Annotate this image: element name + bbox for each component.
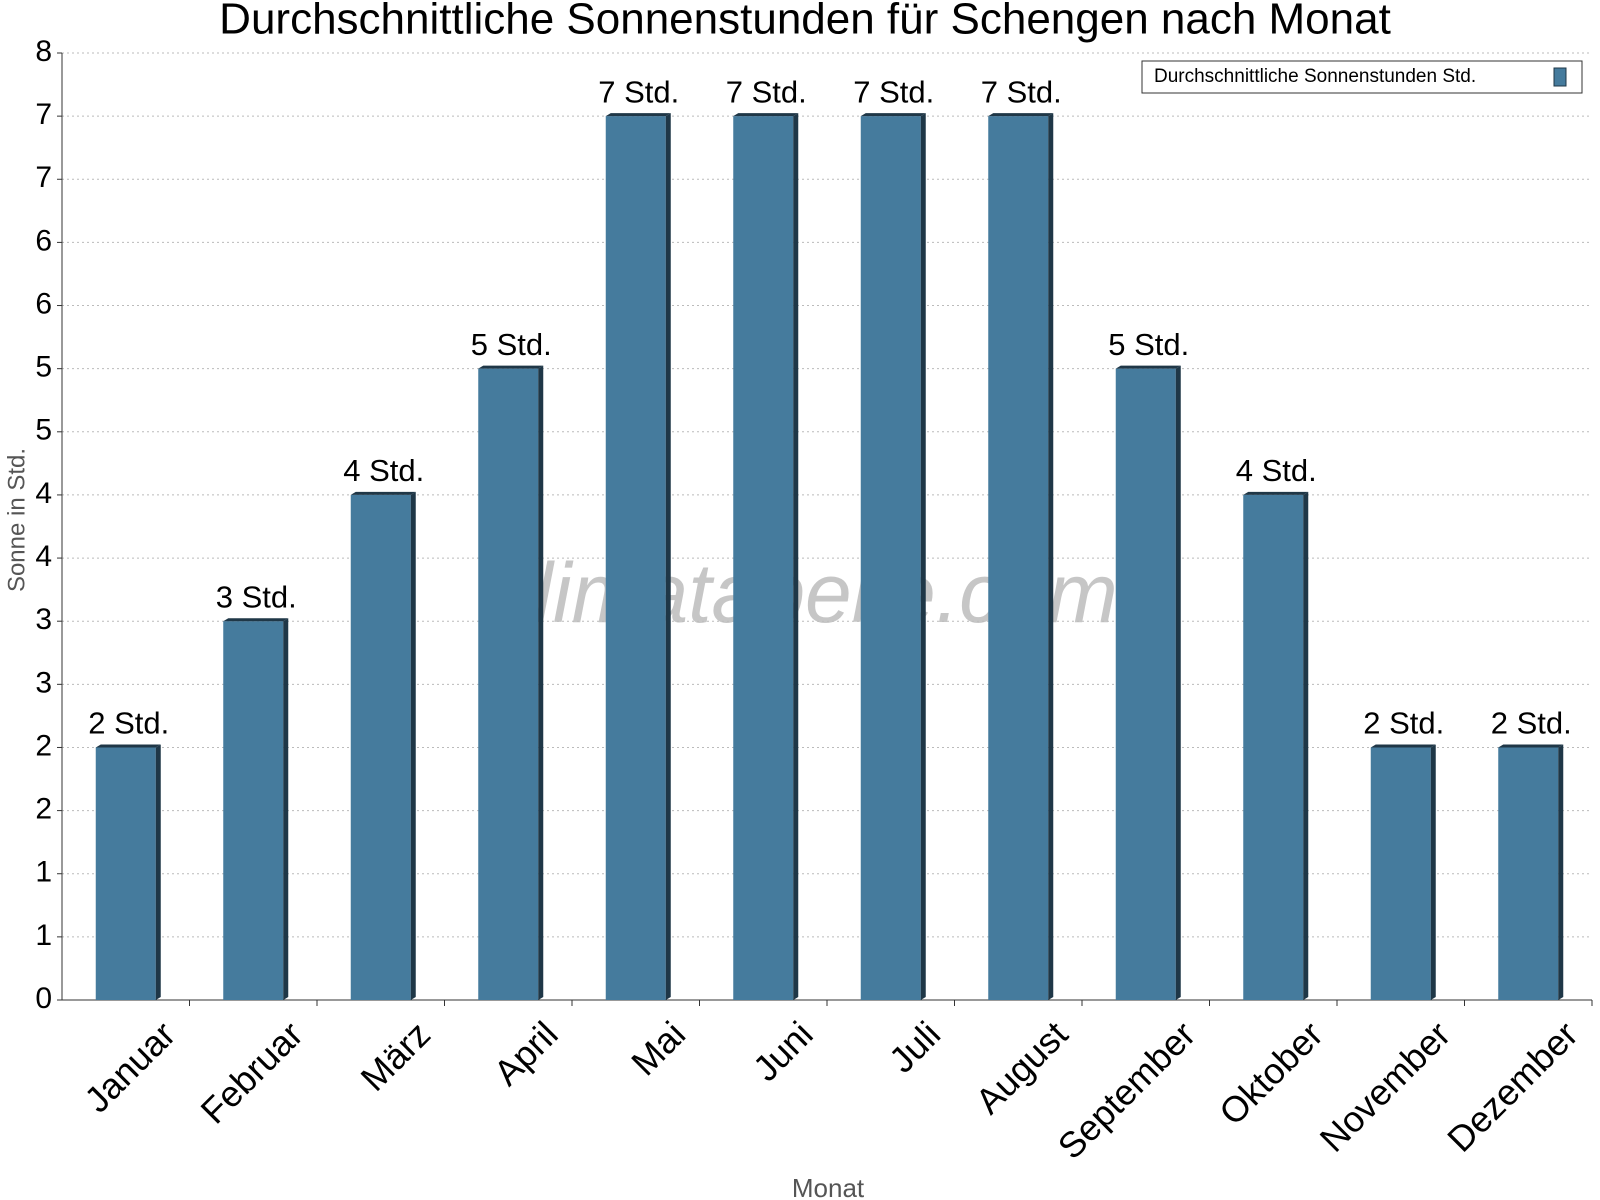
bar-side [665,113,671,1001]
bar-face [860,116,921,1001]
bar-top [860,113,926,117]
bar [988,113,1054,1001]
x-tick-label: März [353,1013,439,1099]
bar-face [95,747,156,1000]
value-label: 7 Std. [981,74,1062,109]
value-label: 7 Std. [598,74,679,109]
y-axis-label: Sonne in Std. [3,448,30,592]
y-tick-label: 4 [35,540,52,573]
value-label: 5 Std. [471,327,552,362]
value-label: 4 Std. [1236,453,1317,488]
bar-side [410,491,416,1000]
bar-top [988,113,1054,117]
bar [478,365,544,1001]
bar-face [1370,747,1431,1000]
bar-side [920,113,926,1001]
y-tick-label: 8 [35,35,52,68]
bar [605,113,671,1001]
x-tick-label: September [1050,1013,1204,1167]
y-tick-label: 7 [35,161,52,194]
chart-title: Durchschnittliche Sonnenstunden für Sche… [219,0,1391,44]
x-tick-label: August [967,1013,1075,1121]
value-label: 2 Std. [1363,706,1444,741]
bar-side [283,618,289,1000]
bar [1370,744,1436,1000]
bar-top [350,491,416,495]
y-tick-label: 3 [35,666,52,699]
bar-top [1498,744,1564,748]
bar-top [478,365,544,369]
legend-box [1141,60,1583,94]
bar-face [733,116,794,1001]
x-tick-label: Februar [193,1013,311,1131]
bar-top [1115,365,1181,369]
bar [733,113,799,1001]
bar-side [155,744,161,1000]
bar-face [1243,494,1304,1000]
bar-side [1048,113,1054,1001]
bar-side [538,365,544,1001]
x-axis-label: Monat [792,1173,865,1200]
value-label: 7 Std. [853,74,934,109]
y-tick-label: 0 [35,982,52,1015]
bar [350,491,416,1000]
x-tick-label: Juli [881,1013,948,1080]
bar [95,744,161,1000]
value-label: 5 Std. [1108,327,1189,362]
bar-face [223,621,284,1000]
y-tick-label: 5 [35,414,52,447]
bar-top [605,113,671,117]
value-label: 4 Std. [343,453,424,488]
value-label: 3 Std. [216,579,297,614]
bar [1498,744,1564,1000]
y-tick-label: 3 [35,603,52,636]
x-tick-label: Dezember [1439,1013,1585,1159]
bar [1115,365,1181,1001]
bar-side [793,113,799,1001]
x-tick-label: April [486,1013,566,1093]
bar-top [733,113,799,117]
bar-face [350,494,411,1000]
value-label: 7 Std. [726,74,807,109]
bar-face [478,368,539,1001]
legend-label: Durchschnittliche Sonnenstunden Std. [1154,66,1476,87]
bar-side [1558,744,1564,1000]
y-tick-label: 5 [35,351,52,384]
bar-face [988,116,1049,1001]
legend: Durchschnittliche Sonnenstunden Std. [1141,60,1583,94]
bar-side [1430,744,1436,1000]
bar-side [1175,365,1181,1001]
legend-swatch [1553,67,1567,87]
bar-face [605,116,666,1001]
bar [223,618,289,1000]
x-tick-label: Mai [623,1013,693,1083]
bar-top [223,618,289,622]
bar-top [1370,744,1436,748]
bar-face [1115,368,1176,1001]
y-tick-label: 1 [35,856,52,889]
bar [1243,491,1309,1000]
bar-top [1243,491,1309,495]
y-tick-label: 1 [35,919,52,952]
bar [860,113,926,1001]
value-label: 2 Std. [1491,706,1572,741]
y-tick-label: 2 [35,793,52,826]
value-label: 2 Std. [88,706,169,741]
x-tick-label: Juni [745,1013,821,1089]
x-tick-label: Oktober [1211,1013,1331,1133]
bar-face [1498,747,1559,1000]
y-tick-label: 6 [35,287,52,320]
y-tick-label: 6 [35,224,52,257]
x-tick-label: Januar [76,1013,183,1120]
y-tick-label: 2 [35,729,52,762]
y-tick-label: 7 [35,98,52,131]
bar-top [95,744,161,748]
y-tick-label: 4 [35,477,52,510]
x-tick-label: November [1312,1013,1458,1159]
bar-side [1303,491,1309,1000]
